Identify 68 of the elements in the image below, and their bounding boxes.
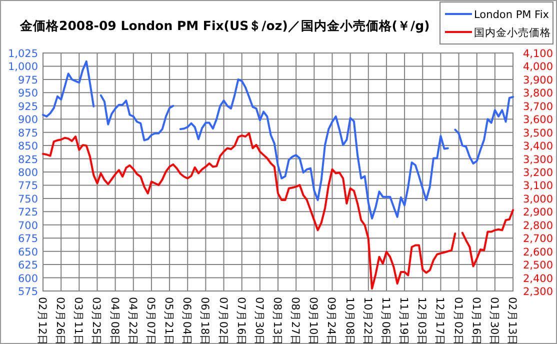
x-tick-label: 04月08日 (108, 297, 120, 344)
y2-tick-label: 3,500 (522, 127, 553, 140)
y2-tick-label: 2,700 (522, 233, 553, 246)
x-tick-label: 03月25日 (90, 297, 102, 344)
y2-tick-label: 2,800 (522, 220, 553, 232)
y-tick-label: 625 (18, 260, 38, 272)
x-tick-label: 12月03日 (416, 297, 428, 344)
y-tick-label: 1,025 (8, 48, 38, 60)
x-tick-label: 02月13日 (506, 297, 518, 344)
y-tick-label: 875 (18, 127, 38, 140)
y-tick-label: 575 (18, 286, 38, 298)
y-tick-label: 800 (18, 167, 38, 179)
y-tick-label: 925 (18, 100, 38, 113)
x-tick-label: 12月17日 (434, 297, 446, 344)
x-tick-label: 11月06日 (379, 297, 392, 344)
y2-tick-label: 4,100 (522, 48, 553, 60)
x-tick-label: 05月21日 (162, 297, 175, 344)
y-tick-label: 700 (18, 220, 38, 232)
y-tick-label: 900 (18, 114, 38, 126)
y2-tick-label: 4,000 (522, 61, 553, 74)
y2-tick-label: 3,200 (522, 167, 553, 179)
y-tick-label: 1,000 (8, 61, 38, 74)
x-tick-label: 07月16日 (234, 297, 247, 344)
y-tick-label: 650 (18, 246, 38, 258)
x-tick-label: 06月04日 (180, 297, 193, 344)
x-tick-label: 01月30日 (488, 297, 500, 344)
y2-tick-label: 2,900 (522, 206, 553, 219)
y2-tick-label: 3,900 (522, 74, 553, 86)
y-tick-label: 975 (18, 74, 38, 86)
x-tick-label: 01月16日 (470, 297, 482, 344)
x-tick-label: 02月26日 (54, 297, 66, 344)
x-tick-label: 07月30日 (252, 297, 265, 344)
y-tick-label: 725 (18, 206, 38, 219)
x-tick-label: 09月10日 (307, 297, 320, 344)
legend-label: 国内金小売価格 (474, 26, 551, 39)
y-tick-label: 675 (18, 233, 38, 246)
y2-tick-label: 3,700 (522, 100, 553, 113)
x-tick-label: 06月18日 (198, 297, 211, 344)
y-tick-label: 850 (18, 140, 38, 153)
x-tick-label: 10月08日 (343, 297, 356, 344)
x-tick-label: 04月22日 (126, 297, 138, 344)
y2-tick-label: 2,600 (522, 246, 553, 258)
y-tick-label: 750 (18, 193, 38, 206)
chart-title: 金価格2008-09 London PM Fix(US＄/oz)／国内金小売価格(￥/g) (19, 18, 430, 33)
x-tick-label: 09月24日 (325, 297, 338, 344)
y2-tick-label: 3,400 (522, 140, 553, 153)
y2-tick-label: 3,300 (522, 154, 553, 166)
y-tick-label: 600 (18, 272, 38, 285)
y-tick-label: 775 (18, 180, 38, 192)
x-tick-label: 11月19日 (398, 297, 410, 344)
x-tick-label: 07月02日 (216, 297, 229, 344)
y2-tick-label: 2,500 (522, 260, 553, 272)
y-tick-label: 950 (18, 88, 38, 100)
y2-tick-label: 2,400 (522, 272, 553, 285)
x-tick-label: 05月07日 (144, 297, 156, 344)
y2-tick-label: 3,100 (522, 180, 553, 192)
y2-tick-label: 3,800 (522, 88, 553, 100)
legend-label: London PM Fix (474, 9, 549, 21)
x-tick-label: 03月11日 (72, 297, 84, 344)
x-tick-label: 01月02日 (452, 297, 464, 344)
y-tick-label: 825 (18, 154, 38, 166)
x-tick-label: 10月22日 (361, 297, 374, 344)
y2-tick-label: 3,000 (522, 193, 553, 206)
x-tick-label: 08月27日 (289, 297, 302, 344)
x-tick-label: 08月13日 (271, 297, 283, 344)
y2-tick-label: 2,300 (522, 286, 553, 298)
y2-tick-label: 3,600 (522, 114, 553, 126)
x-tick-label: 02月12日 (36, 297, 48, 344)
